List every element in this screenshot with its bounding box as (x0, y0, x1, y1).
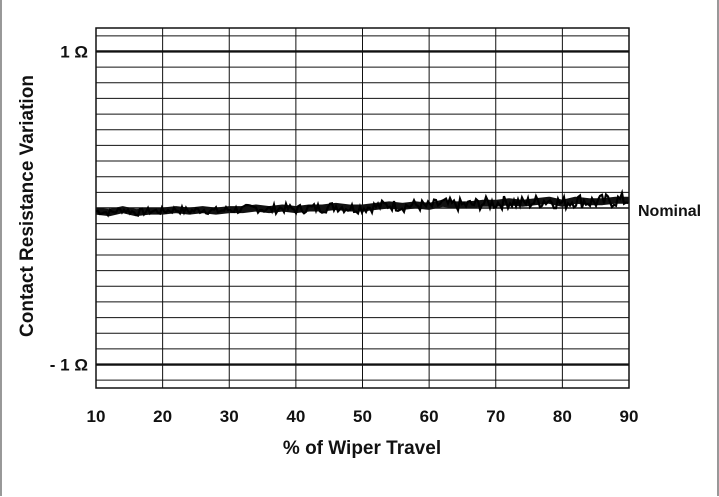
x-tick-label: 60 (420, 407, 439, 426)
x-tick-label: 80 (553, 407, 572, 426)
nominal-label: Nominal (638, 203, 701, 220)
x-tick-label: 70 (486, 407, 505, 426)
x-tick-label: 90 (620, 407, 639, 426)
x-tick-label: 20 (153, 407, 172, 426)
x-tick-label: 40 (286, 407, 305, 426)
x-tick-label: 30 (220, 407, 239, 426)
y-tick-label: - 1 Ω (50, 356, 88, 375)
x-axis-label: % of Wiper Travel (283, 438, 441, 459)
x-tick-label: 50 (353, 407, 372, 426)
x-tick-label: 10 (87, 407, 106, 426)
y-tick-label: 1 Ω (60, 42, 88, 61)
y-axis-label: Contact Resistance Variation (17, 75, 38, 337)
series-noise (95, 188, 629, 218)
x-tick-labels: 10 20 30 40 50 60 70 80 90 (87, 407, 639, 426)
y-tick-labels: 1 Ω - 1 Ω (50, 42, 88, 374)
grid (95, 27, 630, 389)
series-trace (95, 188, 629, 218)
